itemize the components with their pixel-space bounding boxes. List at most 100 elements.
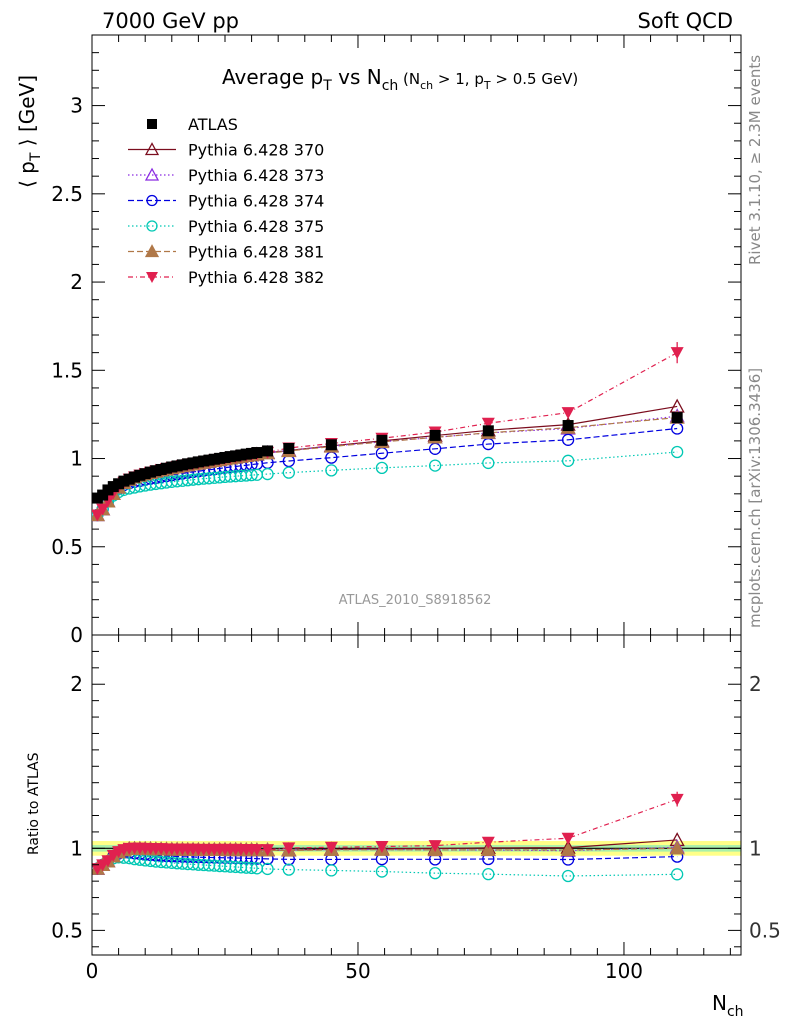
data-point-triangle-down: [481, 836, 495, 849]
y-axis-label-top: ⟨ pT ⟩ [GeV]: [15, 75, 44, 188]
series-atlas: [92, 412, 683, 504]
xlabel-sub-ch: ch: [727, 1004, 744, 1020]
title-cut-sub-ch: ch: [420, 79, 433, 92]
data-point-circle: [261, 467, 274, 481]
y-tick-label: 3: [70, 94, 83, 118]
series-pythia-6-428-382: [92, 342, 684, 522]
data-point-square: [283, 442, 295, 454]
data-point-triangle-down: [282, 842, 296, 855]
data-point-triangle-down: [561, 407, 575, 420]
data-point-circle: [375, 865, 389, 878]
title-cut: (N: [398, 70, 420, 88]
y-tick-label: 0.5: [51, 918, 83, 942]
data-point-circle: [561, 454, 575, 467]
data-point-triangle: [560, 842, 576, 857]
legend-label: ATLAS: [188, 115, 238, 134]
data-point-circle: [671, 868, 684, 881]
main-plot-series: [92, 342, 685, 522]
y-tick-label-right: 0.5: [749, 918, 781, 942]
data-point-circle: [282, 466, 295, 479]
analysis-id: ATLAS_2010_S8918562: [339, 593, 492, 608]
y-tick-label: 1.5: [51, 358, 83, 382]
rivet-label: Rivet 3.1.10, ≥ 2.3M events: [746, 55, 764, 265]
y-tick-label: 0: [70, 623, 83, 647]
title-cut-mid: > 1, p: [433, 70, 484, 88]
x-axis-label: Nch: [712, 991, 744, 1020]
y-tick-label: 2: [70, 672, 83, 696]
x-tick-label: 0: [86, 959, 99, 983]
plot-title: Average pT vs Nch (Nch > 1, pT > 0.5 GeV…: [222, 65, 578, 94]
data-point-triangle: [144, 142, 160, 156]
data-point-triangle-down: [146, 272, 158, 283]
data-point-triangle-down: [101, 855, 115, 868]
data-point-circle: [561, 433, 575, 446]
legend: ATLAS Pythia 6.428 370 Pythia 6.428 373 Pyt…: [128, 115, 324, 287]
main-plot-panel: 0 0.5 1 1.5 2 2.5 3 ATLAS_2010_S8918562 ATLAS P…: [51, 34, 742, 647]
data-point-square: [325, 439, 337, 451]
x-tick-label: 50: [345, 959, 370, 983]
y-axis-label-ratio: Ratio to ATLAS: [26, 752, 42, 855]
data-point-circle: [261, 862, 274, 876]
data-point-circle: [282, 863, 295, 876]
data-point-triangle-down: [250, 844, 264, 857]
data-point-square: [147, 119, 157, 129]
data-point-circle: [146, 220, 158, 232]
legend-label: Pythia 6.428 373: [188, 166, 324, 185]
data-point-circle: [671, 422, 684, 435]
ratio-plot-ticks: 0 50 100 0.5 0.5 1 1 2 2: [51, 634, 781, 983]
title-vs: vs N: [332, 65, 382, 89]
ylabel-bracket-close: ⟩ [GeV]: [15, 75, 39, 153]
ylabel-sub-t: T: [28, 152, 44, 162]
ratio-plot-panel: 0 50 100 0.5 0.5 1 1 2 2: [51, 634, 781, 983]
y-tick-label: 1: [70, 836, 83, 860]
data-point-square: [376, 434, 388, 446]
data-point-triangle-down: [561, 832, 575, 845]
data-point-triangle-down: [481, 417, 495, 430]
data-point-circle: [245, 861, 258, 875]
data-point-circle: [482, 867, 495, 881]
data-point-circle: [671, 445, 684, 459]
legend-label: Pythia 6.428 381: [188, 243, 324, 262]
data-point-circle: [325, 464, 338, 477]
legend-item: Pythia 6.428 370: [128, 141, 324, 160]
series-pythia-6-428-375: [92, 445, 684, 522]
data-point-triangle-down: [375, 841, 389, 854]
legend-label: Pythia 6.428 382: [188, 268, 324, 287]
data-point-circle: [482, 456, 495, 470]
data-point-circle: [245, 468, 258, 482]
data-point-triangle-down: [92, 509, 104, 522]
data-point-circle: [428, 459, 442, 472]
y-tick-label: 2: [70, 270, 83, 294]
mcplots-label: mcplots.cern.ch [arXiv:1306.3436]: [746, 368, 764, 628]
data-point-triangle: [144, 167, 160, 181]
data-point-circle: [146, 194, 158, 207]
legend-item: ATLAS: [147, 115, 238, 134]
data-point-circle: [325, 864, 338, 877]
legend-item: Pythia 6.428 381: [128, 243, 324, 262]
data-point-square: [482, 425, 494, 437]
ratio-series-pythia-6-428-382: [92, 791, 684, 876]
data-point-square: [671, 412, 683, 424]
y-tick-label-right: 1: [749, 836, 762, 860]
data-point-circle: [561, 869, 575, 883]
data-point-triangle: [144, 244, 160, 258]
data-point-triangle: [669, 840, 685, 855]
data-point-triangle-down: [324, 841, 338, 854]
title-cut-end: > 0.5 GeV): [491, 70, 579, 88]
data-point-triangle-down: [261, 844, 275, 857]
x-tick-label: 100: [605, 959, 643, 983]
legend-label: Pythia 6.428 370: [188, 141, 324, 160]
data-point-circle: [375, 461, 389, 475]
y-tick-label: 0.5: [51, 535, 83, 559]
y-tick-label-right: 2: [749, 672, 762, 696]
legend-item: Pythia 6.428 374: [128, 192, 324, 211]
header-left: 7000 GeV pp: [102, 9, 239, 33]
legend-item: Pythia 6.428 382: [128, 268, 324, 287]
legend-label: Pythia 6.428 375: [188, 217, 324, 236]
main-plot-ticks: 0 0.5 1 1.5 2 2.5 3: [51, 34, 741, 647]
data-point-triangle: [480, 842, 496, 857]
title-average: Average p: [222, 65, 323, 89]
xlabel-n: N: [712, 991, 727, 1015]
data-point-triangle-down: [96, 503, 110, 516]
data-point-circle: [428, 866, 442, 880]
